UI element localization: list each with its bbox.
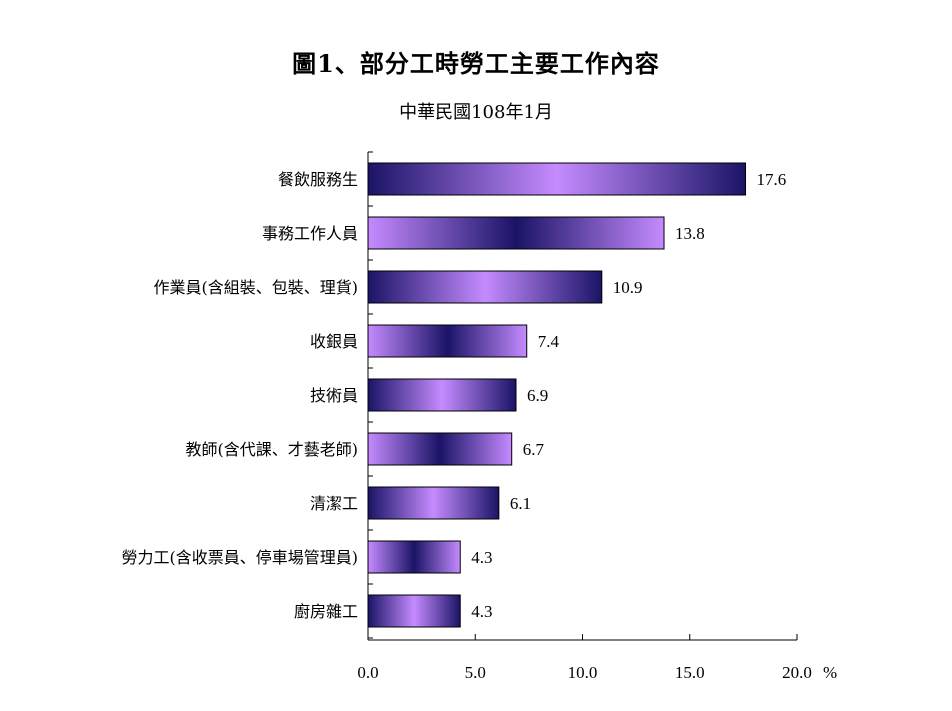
value-label: 4.3 <box>471 602 492 621</box>
x-tick-label: 10.0 <box>568 663 598 682</box>
chart-subtitle: 中華民國108年1月 <box>399 102 553 123</box>
value-label: 7.4 <box>538 332 560 351</box>
bar <box>367 270 603 304</box>
category-label: 清潔工 <box>310 494 358 513</box>
value-label: 17.6 <box>757 170 787 189</box>
x-tick-label: 5.0 <box>465 663 486 682</box>
x-unit-label: % <box>823 663 837 682</box>
bar <box>367 324 528 358</box>
category-label: 事務工作人員 <box>262 224 358 243</box>
value-label: 6.1 <box>510 494 531 513</box>
bar <box>367 594 461 628</box>
value-label: 13.8 <box>675 224 705 243</box>
category-label: 收銀員 <box>310 332 358 351</box>
x-tick-label: 20.0 <box>782 663 812 682</box>
value-label: 6.7 <box>523 440 545 459</box>
value-label: 10.9 <box>613 278 643 297</box>
bar <box>367 216 665 250</box>
value-label: 4.3 <box>471 548 492 567</box>
x-tick-label: 0.0 <box>357 663 378 682</box>
category-label: 作業員(含組裝、包裝、理貨) <box>154 278 359 297</box>
chart-title: 圖1、部分工時勞工主要工作內容 <box>292 49 660 78</box>
category-label: 技術員 <box>310 386 358 405</box>
bars <box>367 162 747 628</box>
category-label: 廚房雜工 <box>294 602 358 621</box>
labels: 0.0 5.0 10.0 15.0 20.0 % 餐飲服務生 17.6 事務工作人員 13.8 作業… <box>122 170 838 682</box>
bar <box>367 432 513 466</box>
bar <box>367 486 500 520</box>
bar <box>367 378 517 412</box>
x-tick-label: 15.0 <box>675 663 705 682</box>
category-label: 勞力工(含收票員、停車場管理員) <box>122 548 359 567</box>
bar <box>367 162 747 196</box>
category-label: 餐飲服務生 <box>278 170 358 189</box>
bar <box>367 540 461 574</box>
value-label: 6.9 <box>527 386 548 405</box>
category-label: 教師(含代課、才藝老師) <box>186 440 359 459</box>
